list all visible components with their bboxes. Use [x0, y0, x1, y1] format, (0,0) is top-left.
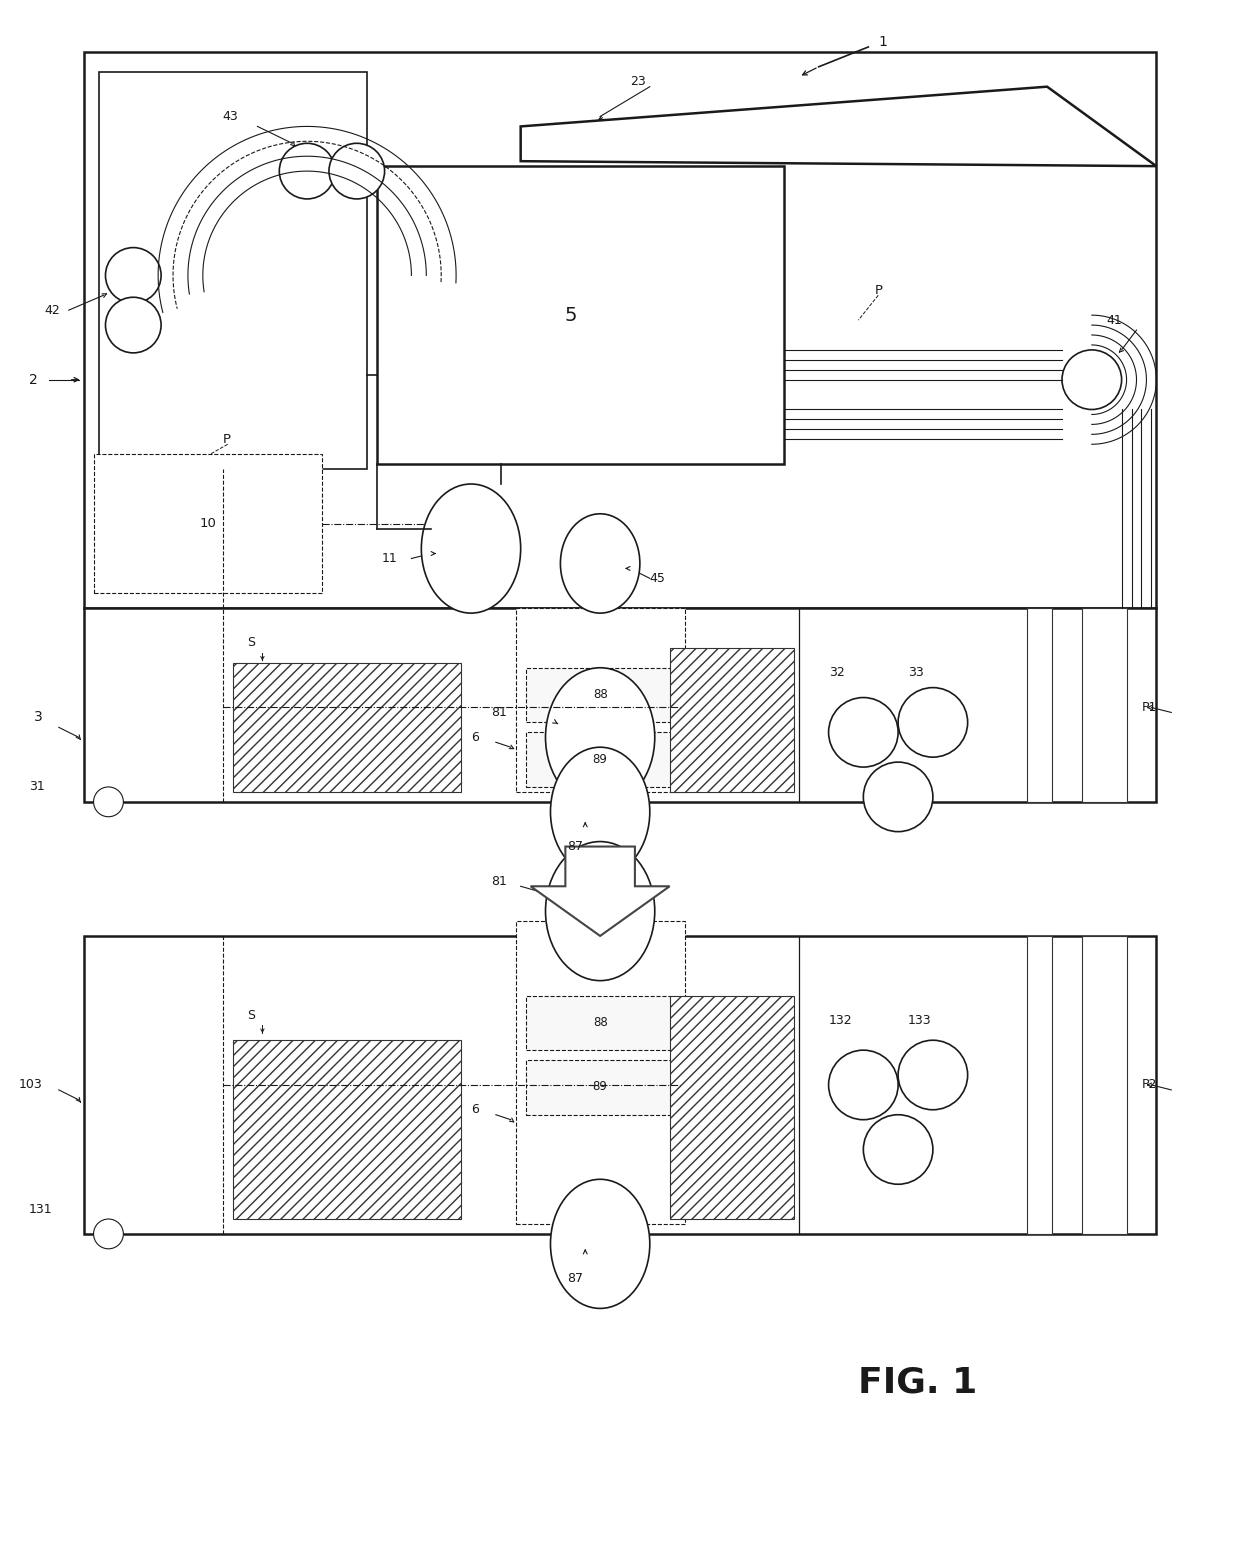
Text: 32: 32	[828, 666, 844, 679]
Bar	[83, 51, 1157, 609]
Ellipse shape	[546, 842, 655, 981]
Text: S: S	[248, 637, 255, 649]
Bar	[516, 922, 684, 1224]
Text: 41: 41	[1107, 313, 1122, 327]
Text: 6: 6	[471, 1104, 479, 1116]
Text: 131: 131	[29, 1202, 52, 1216]
Circle shape	[1061, 350, 1122, 409]
Circle shape	[863, 1115, 932, 1185]
Text: 1: 1	[878, 34, 887, 48]
Bar	[526, 995, 675, 1049]
Bar	[1027, 936, 1052, 1233]
Polygon shape	[531, 847, 670, 936]
Bar	[377, 167, 784, 464]
Bar	[83, 609, 1157, 802]
Circle shape	[828, 1049, 898, 1119]
Bar	[98, 72, 367, 469]
Circle shape	[828, 698, 898, 768]
Bar	[93, 455, 322, 593]
Ellipse shape	[551, 1179, 650, 1308]
Text: 31: 31	[29, 780, 45, 794]
Text: 6: 6	[471, 730, 479, 744]
Text: 33: 33	[908, 666, 924, 679]
Text: P: P	[223, 433, 231, 445]
Bar	[233, 663, 461, 793]
Polygon shape	[521, 87, 1157, 167]
Text: 89: 89	[593, 1081, 608, 1093]
Text: 88: 88	[593, 688, 608, 701]
Text: 42: 42	[43, 304, 60, 316]
Circle shape	[898, 1040, 967, 1110]
Text: 81: 81	[491, 875, 507, 887]
Bar	[1081, 936, 1127, 1233]
Circle shape	[93, 1219, 123, 1249]
Bar	[526, 732, 675, 786]
Bar	[516, 609, 684, 793]
Bar	[1081, 609, 1127, 802]
Circle shape	[898, 688, 967, 757]
Text: 87: 87	[568, 1272, 583, 1285]
Text: 103: 103	[19, 1079, 43, 1091]
Ellipse shape	[560, 514, 640, 613]
Text: 43: 43	[223, 111, 238, 123]
Text: 3: 3	[33, 710, 42, 724]
Text: S: S	[248, 1009, 255, 1021]
Circle shape	[105, 297, 161, 353]
Text: 10: 10	[200, 517, 216, 531]
Text: P: P	[874, 283, 882, 297]
Circle shape	[863, 761, 932, 831]
Bar	[1027, 609, 1052, 802]
Ellipse shape	[551, 747, 650, 877]
Text: 81: 81	[491, 705, 507, 719]
Bar	[670, 995, 794, 1219]
Text: 88: 88	[593, 1015, 608, 1029]
Text: P2: P2	[1142, 1079, 1157, 1091]
Bar	[526, 1060, 675, 1115]
Text: 2: 2	[29, 372, 37, 386]
Text: 89: 89	[593, 752, 608, 766]
Text: 133: 133	[908, 1014, 931, 1028]
Circle shape	[279, 143, 335, 199]
Text: FIG. 1: FIG. 1	[858, 1365, 977, 1400]
Text: 45: 45	[650, 571, 666, 585]
Bar	[83, 936, 1157, 1233]
Circle shape	[105, 248, 161, 304]
Circle shape	[329, 143, 384, 199]
Text: P1: P1	[1142, 701, 1157, 715]
Ellipse shape	[546, 668, 655, 807]
Text: 5: 5	[564, 305, 577, 325]
Ellipse shape	[422, 484, 521, 613]
Circle shape	[93, 786, 123, 817]
Text: 132: 132	[828, 1014, 852, 1028]
Text: 11: 11	[382, 553, 397, 565]
Bar	[526, 668, 675, 722]
Bar	[233, 1040, 461, 1219]
Text: 23: 23	[630, 75, 646, 89]
Bar	[670, 648, 794, 793]
Text: 87: 87	[568, 841, 583, 853]
